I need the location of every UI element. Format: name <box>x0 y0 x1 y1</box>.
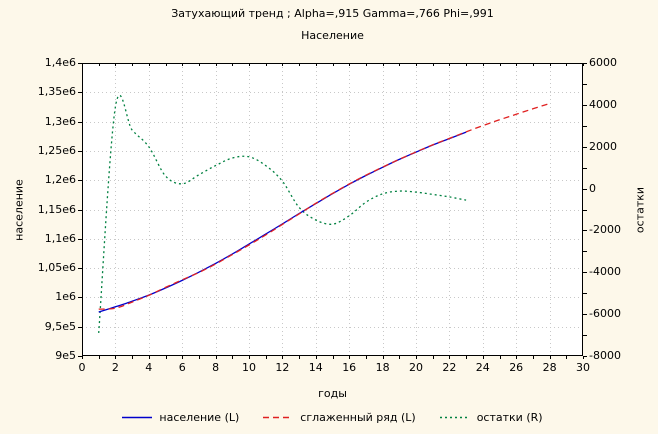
x-tick-label: 30 <box>576 361 590 374</box>
left-tick-label: 9,5e5 <box>44 319 76 333</box>
plot-background <box>82 63 583 356</box>
legend-label: остатки (R) <box>476 410 543 424</box>
legend-label: население (L) <box>159 410 240 424</box>
right-tick-label: 0 <box>589 181 596 195</box>
legend-item-naselenie: население (L) <box>122 411 239 424</box>
left-tick-label: 1e6 <box>55 290 76 304</box>
right-tick-label: -6000 <box>589 307 621 321</box>
x-tick-label: 10 <box>242 361 256 374</box>
chart-title: Затухающий тренд ; Alpha=,915 Gamma=,766… <box>171 7 494 20</box>
left-tick-label: 1,3e6 <box>44 114 76 128</box>
x-tick-label: 26 <box>509 361 524 374</box>
legend-swatch-dotted-line <box>439 416 470 418</box>
x-tick-label: 8 <box>212 361 220 374</box>
left-tick-label: 1,4e6 <box>44 56 76 69</box>
x-tick-label: 2 <box>111 361 119 374</box>
x-tick-label: 20 <box>409 361 423 374</box>
legend-label: сглаженный ряд (L) <box>300 410 416 424</box>
left-tick-label: 1,15e6 <box>37 202 76 216</box>
series-ostatki-line <box>98 95 467 334</box>
x-tick-label: 28 <box>542 361 557 374</box>
x-tick-label: 12 <box>275 361 290 374</box>
left-tick-label: 9e5 <box>55 349 76 362</box>
right-tick-label: 6000 <box>589 56 617 69</box>
x-tick-label: 22 <box>442 361 457 374</box>
series-sglazhenny-ryad-line <box>98 102 550 310</box>
plot-frame <box>82 63 583 356</box>
left-tick-label: 1,1e6 <box>44 231 76 245</box>
x-tick-label: 0 <box>78 361 86 374</box>
x-tick-label: 24 <box>475 361 490 374</box>
left-tick-label: 1,25e6 <box>37 143 76 157</box>
x-axis-title: годы <box>318 387 347 400</box>
right-tick-label: -4000 <box>589 265 621 279</box>
left-tick-label: 1,05e6 <box>37 261 76 275</box>
x-tick-label: 14 <box>308 361 323 374</box>
legend-item-sglazhenny-ryad: сглаженный ряд (L) <box>263 410 416 424</box>
legend: население (L) сглаженный ряд (L) остатки (… <box>82 409 583 425</box>
right-tick-label: -2000 <box>589 223 621 237</box>
x-tick-label: 6 <box>178 361 186 374</box>
legend-swatch-solid-line <box>122 416 153 418</box>
right-tick-label: 2000 <box>589 139 617 153</box>
x-tick-label: 16 <box>342 361 357 374</box>
left-tick-label: 1,2e6 <box>44 173 76 187</box>
chart-subtitle: Население <box>301 29 364 42</box>
right-tick-label: 4000 <box>589 97 617 111</box>
left-tick-label: 1,35e6 <box>37 85 76 99</box>
legend-swatch-dashed-line <box>263 416 294 418</box>
legend-item-ostatki: остатки (R) <box>439 410 543 424</box>
right-tick-label: -8000 <box>589 349 621 362</box>
x-tick-label: 4 <box>145 361 153 374</box>
x-tick-label: 18 <box>375 361 390 374</box>
right-axis-title: остатки <box>633 186 647 234</box>
